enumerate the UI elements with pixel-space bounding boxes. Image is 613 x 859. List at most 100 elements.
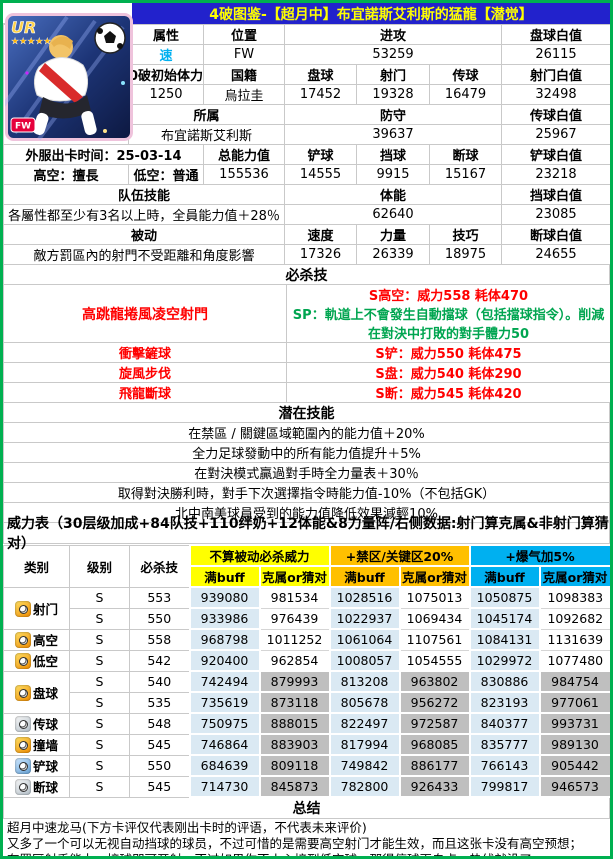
skill-power-cell: 542 bbox=[129, 649, 190, 672]
value-cell: 920400 bbox=[188, 649, 261, 672]
skill-power: S断：威力545 耗体420 bbox=[286, 382, 610, 403]
category-label: 断球 bbox=[32, 780, 58, 795]
value-cell: 977061 bbox=[538, 691, 610, 714]
group-burst: +爆气加5% bbox=[468, 544, 610, 567]
tackle-white-value: 23218 bbox=[501, 164, 610, 185]
value-cell: 1008057 bbox=[328, 649, 401, 672]
pass-value: 16479 bbox=[428, 84, 503, 105]
tech-label: 技巧 bbox=[428, 224, 503, 245]
potential-item: 全力足球發動中的所有能力值提升＋5% bbox=[3, 443, 610, 463]
potential-item: 在禁區 / 關鍵區域範圍內的能力值＋20% bbox=[3, 423, 610, 443]
value-cell: 946573 bbox=[538, 775, 610, 798]
category-label: 传球 bbox=[32, 717, 58, 732]
value-cell: 782800 bbox=[328, 775, 401, 798]
value-cell: 684639 bbox=[188, 754, 261, 777]
value-cell: 1054555 bbox=[399, 649, 471, 672]
skill-power-cell: 540 bbox=[129, 670, 190, 693]
shoot-white-value: 32498 bbox=[501, 84, 610, 105]
value-cell: 976439 bbox=[258, 607, 331, 630]
skill-name: 飛龍斷球 bbox=[3, 382, 287, 403]
power-value: 26339 bbox=[356, 244, 430, 265]
tackle-label: 铲球 bbox=[284, 144, 357, 165]
soccer-ball-icon bbox=[94, 22, 126, 54]
block-value: 9915 bbox=[356, 164, 430, 185]
dribble-white-label: 盘球白值 bbox=[501, 24, 610, 45]
pass-icon bbox=[14, 716, 31, 732]
power-table: 类别 级别 必杀技 不算被动必杀威力 +禁区/关键区20% +爆气加5% 满bu… bbox=[3, 544, 610, 798]
power-row-dribble-2: S 535 735619 873118 805678 956272 823193… bbox=[4, 691, 610, 714]
power-row-intercept: 断球 S 545 714730 845873 782800 926433 799… bbox=[3, 775, 610, 798]
power-row-wall: 撞墙 S 545 746864 883903 817994 968085 835… bbox=[3, 733, 610, 756]
value-cell: 1028516 bbox=[328, 586, 401, 609]
value-cell: 962854 bbox=[258, 649, 331, 672]
value-cell: 766143 bbox=[468, 754, 541, 777]
summary-header: 总结 bbox=[3, 798, 610, 819]
team-skill-label: 队伍技能 bbox=[3, 184, 285, 205]
tackle-white-label: 铲球白值 bbox=[501, 144, 610, 165]
category-label: 高空 bbox=[32, 633, 58, 648]
category-label: 射门 bbox=[32, 601, 58, 617]
main-skill-power: S高空：威力558 耗体470 bbox=[368, 289, 529, 304]
attr-label: 属性 bbox=[128, 24, 204, 45]
level-cell: S bbox=[69, 649, 130, 672]
skill-power-cell: 553 bbox=[129, 586, 190, 609]
value-cell: 746864 bbox=[188, 733, 261, 756]
intercept-white-value: 24655 bbox=[501, 244, 610, 265]
player-figure bbox=[32, 35, 97, 136]
level-cell: S bbox=[69, 628, 130, 651]
value-cell: 749842 bbox=[328, 754, 401, 777]
potential-item: 北中南美球員受到的能力值降低效果減輕10% bbox=[3, 503, 610, 523]
value-cell: 1069434 bbox=[399, 607, 471, 630]
skill-power-cell: 545 bbox=[129, 775, 190, 798]
category-label: 铲球 bbox=[32, 759, 58, 774]
potential-item: 在對決模式贏過對手時全力量表＋30％ bbox=[3, 463, 610, 483]
summary-line: 有罚区射手能力，接球即可开射，不过如果你不小心接到低空球，那得停球再自点，热线就… bbox=[7, 852, 606, 856]
value-cell: 888015 bbox=[258, 712, 331, 735]
sub-full-buff: 满buff bbox=[328, 565, 401, 588]
skill-power-cell: 550 bbox=[129, 607, 190, 630]
value-cell: 809118 bbox=[258, 754, 331, 777]
level-cell: S bbox=[69, 586, 130, 609]
value-cell: 750975 bbox=[188, 712, 261, 735]
value-cell: 956272 bbox=[398, 691, 471, 714]
defense-value: 39637 bbox=[283, 124, 503, 145]
total-value: 155536 bbox=[203, 164, 285, 185]
power-row-tackle: 铲球 S 550 684639 809118 749842 886177 766… bbox=[3, 754, 610, 777]
value-cell: 993731 bbox=[538, 712, 610, 735]
skill-power: S铲：威力550 耗体475 bbox=[286, 342, 610, 363]
energy-label: 体能 bbox=[283, 184, 503, 205]
skill-power-cell: 558 bbox=[129, 628, 190, 651]
value-cell: 926433 bbox=[398, 775, 471, 798]
group-base-power: 不算被动必杀威力 bbox=[188, 544, 331, 567]
shoot-white-label: 射门白值 bbox=[501, 64, 610, 85]
stamina-label: 0破初始体力 bbox=[128, 64, 204, 85]
value-cell: 886177 bbox=[398, 754, 471, 777]
dribble-label: 盘球 bbox=[284, 64, 357, 85]
club-value: 布宜諾斯艾利斯 bbox=[128, 124, 285, 145]
category-label: 低空 bbox=[32, 654, 58, 669]
dribble-white-value: 26115 bbox=[501, 44, 610, 65]
power-row-pass: 传球 S 548 750975 888015 822497 972587 840… bbox=[3, 712, 610, 735]
stats-table: 属性 位置 进攻 盘球白值 速 FW 53259 26115 0破初始体力 国籍… bbox=[3, 24, 610, 265]
sub-counter: 克属or猜对 bbox=[538, 565, 610, 588]
pos-label: 位置 bbox=[203, 24, 285, 45]
value-cell: 968798 bbox=[188, 628, 261, 651]
value-cell: 1061064 bbox=[328, 628, 401, 651]
value-cell: 813208 bbox=[328, 670, 401, 693]
category-label: 撞墙 bbox=[32, 738, 58, 753]
summary-text: 超月中速龙马(下方卡评仅代表刚出卡时的评语，不代表未来评价) 又多了一个可以无视… bbox=[3, 819, 610, 856]
high-ball-trait: 高空：擅長 bbox=[3, 164, 129, 185]
nation-value: 烏拉圭 bbox=[203, 84, 285, 105]
value-cell: 1107561 bbox=[399, 628, 471, 651]
power-row-shoot-1: 射门 S 553 939080 981534 1028516 1075013 1… bbox=[3, 586, 610, 630]
high-ball-icon bbox=[14, 632, 31, 648]
value-cell: 823193 bbox=[468, 691, 541, 714]
value-cell: 1098383 bbox=[539, 586, 610, 609]
value-cell: 933986 bbox=[188, 607, 261, 630]
value-cell: 984754 bbox=[538, 670, 610, 693]
power-row-dribble-1: 盘球 S 540 742494 879993 813208 963802 830… bbox=[3, 670, 610, 714]
star-rating: ★★★★★ bbox=[11, 37, 51, 47]
potential-item: 取得對決勝利時，對手下次選擇指令時能力值-10%（不包括GK） bbox=[3, 483, 610, 503]
level-cell: S bbox=[69, 775, 130, 798]
col-category: 类别 bbox=[3, 544, 70, 588]
